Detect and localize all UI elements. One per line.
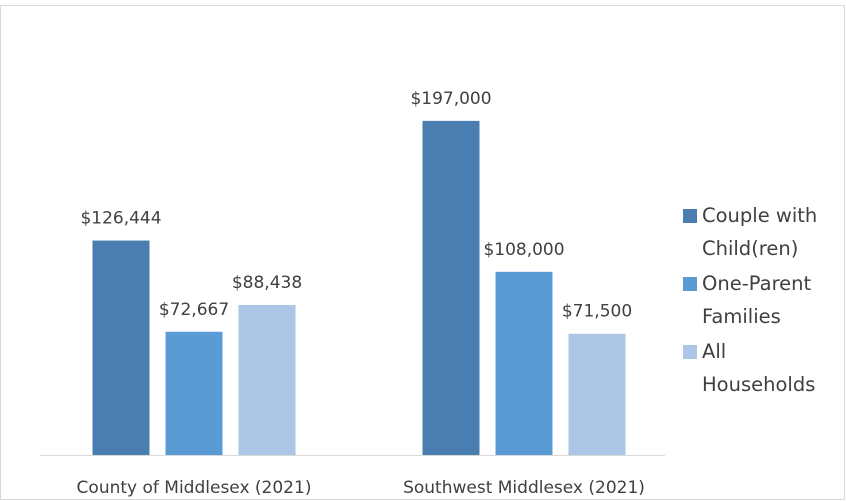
data-label: $72,667 [159,300,229,320]
bar [92,240,150,455]
legend-item: Couple with Child(ren) [683,199,843,265]
legend-swatch [683,277,697,291]
data-label: $197,000 [410,89,491,109]
legend-label: One-Parent Families [702,272,812,328]
legend-swatch [683,345,697,359]
data-label: $126,444 [80,209,161,229]
bar [165,331,223,455]
bar [495,271,553,455]
legend-label: Couple with Child(ren) [702,204,818,260]
legend-item: One-Parent Families [683,267,843,333]
legend-item: All Households [683,335,843,401]
bar [422,120,480,455]
data-label: $108,000 [483,240,564,260]
legend-swatch [683,209,697,223]
x-tick-label: County of Middlesex (2021) [77,478,312,498]
data-label: $71,500 [562,302,632,322]
legend-label: All Households [702,340,816,396]
x-tick-label: Southwest Middlesex (2021) [403,478,645,498]
chart-border [0,5,845,500]
bar [568,333,626,455]
data-label: $88,438 [232,273,302,293]
bar [238,305,296,455]
